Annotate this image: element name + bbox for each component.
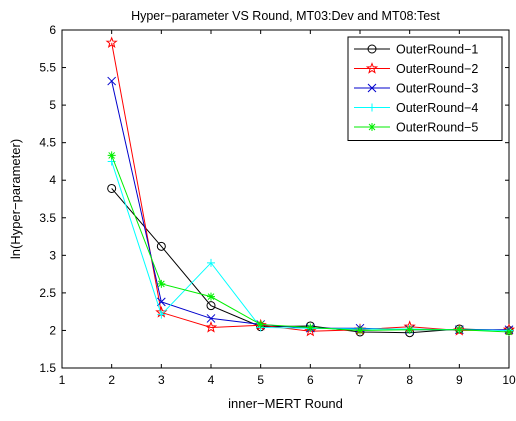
data-point: [306, 323, 315, 332]
legend-item: OuterRound−2: [354, 62, 478, 76]
x-tick-label: 3: [158, 373, 165, 387]
legend-marker: [365, 62, 379, 74]
legend-marker: [367, 44, 377, 54]
legend-item: OuterRound−4: [354, 101, 478, 115]
data-point: [107, 76, 117, 86]
x-tick-label: 9: [456, 373, 463, 387]
data-point: [156, 297, 166, 307]
legend-label: OuterRound−4: [396, 101, 478, 115]
y-axis-label: ln(Hyper−parameter): [8, 139, 23, 259]
x-tick-label: 7: [357, 373, 364, 387]
y-tick-label: 4.5: [39, 136, 56, 150]
data-point: [204, 321, 218, 333]
axes-frame: [61, 29, 510, 369]
x-axis-label: inner−MERT Round: [228, 396, 343, 411]
data-point: [405, 325, 414, 334]
x-tick-label: 8: [406, 373, 413, 387]
x-tick-label: 1: [59, 373, 66, 387]
legend-item: OuterRound−3: [354, 82, 478, 96]
y-tick-label: 1.5: [39, 361, 56, 375]
x-tick-label: 4: [208, 373, 215, 387]
data-point: [105, 36, 118, 48]
data-point: [107, 183, 117, 193]
y-tick-label: 6: [49, 23, 56, 37]
y-tick-label: 4: [49, 173, 56, 187]
legend-marker: [368, 103, 376, 112]
y-tick-label: 3: [49, 248, 56, 262]
legend-label: OuterRound−5: [396, 121, 478, 135]
data-point: [455, 325, 464, 334]
legend-item: OuterRound−1: [354, 43, 478, 57]
data-point: [156, 241, 166, 251]
data-point: [505, 327, 513, 336]
data-point: [207, 292, 215, 301]
plot-area: 1 2 3 4 5 6 7 8 9 10 1.5 2 2.5 3 3.5 4 4.5 5 5.5 6: [39, 23, 516, 387]
data-point: [157, 310, 166, 319]
data-point: [207, 258, 215, 267]
y-tick-label: 2.5: [39, 286, 56, 300]
legend-label: OuterRound−3: [396, 82, 478, 96]
y-tick-label: 3.5: [39, 211, 56, 225]
legend-label: OuterRound−1: [396, 43, 478, 57]
data-point: [206, 301, 216, 311]
x-tick-label: 2: [108, 373, 115, 387]
data-point: [356, 326, 364, 335]
data-point: [304, 324, 317, 337]
legend-box: [347, 36, 503, 141]
legend-item: OuterRound−5: [354, 121, 478, 135]
series-5: [107, 151, 513, 336]
x-tick-label: 10: [502, 373, 516, 387]
legend-marker: [368, 123, 376, 131]
legend-marker: [367, 83, 377, 93]
data-point: [107, 151, 116, 160]
data-point: [256, 320, 265, 329]
y-tick-label: 5: [49, 98, 56, 112]
y-tick-label: 2: [49, 323, 56, 337]
data-point: [157, 279, 166, 288]
x-tick-label: 6: [307, 373, 314, 387]
legend: OuterRound−1 OuterRound−2 OuterRound−3 Oute…: [347, 36, 503, 141]
data-point: [206, 314, 216, 323]
x-tick-label: 5: [257, 373, 264, 387]
y-tick-label: 5.5: [39, 61, 56, 75]
legend-label: OuterRound−2: [396, 62, 478, 76]
chart-title: Hyper−parameter VS Round, MT03:Dev and M…: [131, 9, 440, 23]
